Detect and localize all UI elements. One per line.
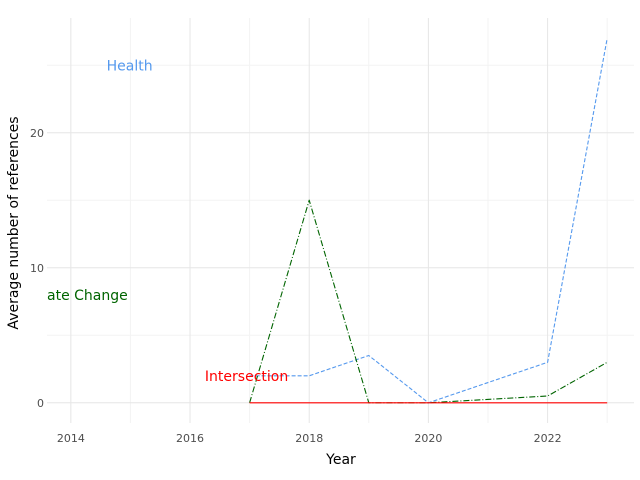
- x-tick-labels: 2014 2016 2018 2020 2022: [57, 432, 562, 445]
- annotation-label: ate Change: [47, 288, 128, 304]
- y-tick-label: 10: [30, 262, 44, 275]
- grid-major: [47, 18, 634, 423]
- annotation-label: Health: [107, 58, 153, 74]
- series-layer: [249, 38, 608, 404]
- x-tick-label: 2018: [295, 432, 323, 445]
- x-tick-label: 2022: [534, 432, 562, 445]
- y-tick-labels: 0 10 20: [30, 127, 44, 410]
- x-tick-label: 2020: [414, 432, 442, 445]
- annotation-label: Intersection: [205, 369, 288, 385]
- y-axis-title: Average number of references: [6, 116, 22, 329]
- x-axis-title: Year: [325, 452, 356, 468]
- y-tick-label: 0: [37, 397, 44, 410]
- y-tick-label: 20: [30, 127, 44, 140]
- x-tick-label: 2014: [57, 432, 85, 445]
- series-line-health: [249, 38, 608, 404]
- grid-minor: [47, 18, 634, 423]
- x-tick-label: 2016: [176, 432, 204, 445]
- annotation-layer: Health ate Change Intersection: [47, 58, 288, 385]
